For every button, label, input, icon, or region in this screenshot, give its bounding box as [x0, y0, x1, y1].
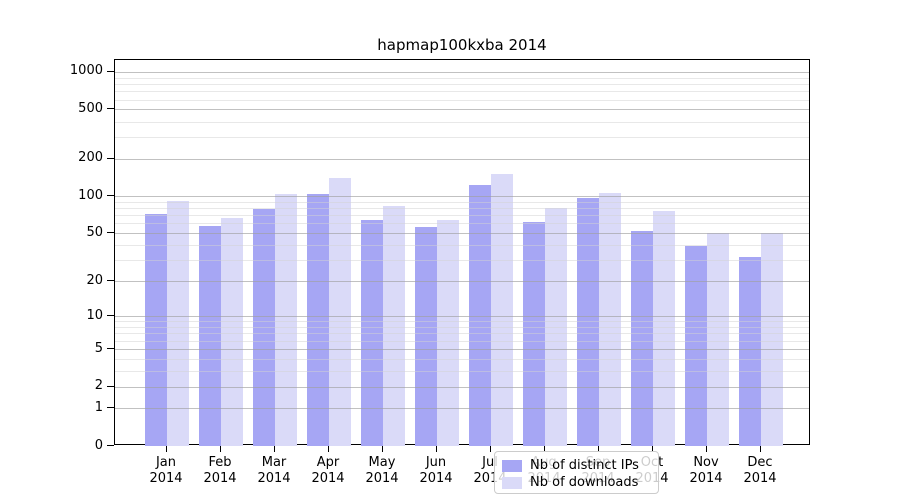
- legend-item-downloads: Nb of downloads: [502, 474, 650, 491]
- bar-distinct-ips: [361, 220, 383, 446]
- y-tick-mark: [107, 232, 114, 234]
- x-tick-label: Mar 2014: [257, 455, 291, 486]
- y-tick-mark: [107, 70, 114, 72]
- x-tick-mark: [490, 445, 491, 452]
- y-tick-label: 50: [86, 224, 103, 240]
- bar-downloads: [383, 206, 405, 446]
- bar-distinct-ips: [199, 226, 221, 446]
- legend-label-downloads: Nb of downloads: [530, 475, 639, 490]
- bar-distinct-ips: [523, 221, 545, 446]
- legend-label-distinct-ips: Nb of distinct IPs: [530, 458, 639, 473]
- bar-downloads: [599, 193, 621, 446]
- bar-distinct-ips: [253, 208, 275, 446]
- x-tick-mark: [652, 445, 653, 452]
- bar-downloads: [491, 174, 513, 446]
- legend-item-distinct-ips: Nb of distinct IPs: [502, 457, 650, 474]
- bar-distinct-ips: [145, 214, 167, 446]
- x-tick-mark: [382, 445, 383, 452]
- bar-downloads: [221, 218, 243, 446]
- y-tick-label: 500: [78, 100, 103, 116]
- bar-distinct-ips: [631, 231, 653, 446]
- x-tick-mark: [328, 445, 329, 452]
- y-tick-mark: [107, 157, 114, 159]
- y-tick-label: 10: [86, 307, 103, 323]
- bar-downloads: [329, 178, 351, 446]
- bar-downloads: [167, 201, 189, 446]
- bar-downloads: [437, 220, 459, 446]
- bar-downloads: [653, 210, 675, 446]
- bar-distinct-ips: [739, 256, 761, 446]
- x-tick-mark: [760, 445, 761, 452]
- legend-swatch-downloads: [502, 476, 522, 489]
- chart-title: hapmap100kxba 2014: [377, 36, 547, 54]
- y-tick-mark: [107, 445, 114, 446]
- y-tick-label: 5: [94, 340, 103, 356]
- x-tick-label: Jan 2014: [149, 455, 183, 486]
- y-tick-label: 1: [94, 399, 103, 415]
- y-tick-mark: [107, 280, 114, 282]
- y-tick-label: 200: [78, 150, 103, 166]
- x-tick-label: Feb 2014: [203, 455, 237, 486]
- x-tick-label: Nov 2014: [689, 455, 723, 486]
- plot-area: Nb of distinct IPs Nb of downloads: [114, 59, 810, 494]
- y-tick-mark: [107, 108, 114, 110]
- x-tick-label: Apr 2014: [311, 455, 345, 486]
- x-tick-mark: [166, 445, 167, 452]
- x-tick-label: Dec 2014: [743, 455, 777, 486]
- y-tick-label: 0: [94, 437, 103, 453]
- bar-downloads: [707, 233, 729, 446]
- bar-distinct-ips: [685, 246, 707, 446]
- bar-downloads: [545, 208, 567, 446]
- x-tick-mark: [598, 445, 599, 452]
- x-tick-mark: [220, 445, 221, 452]
- bar-distinct-ips: [415, 227, 437, 446]
- y-tick-mark: [107, 315, 114, 317]
- bars-layer: [115, 60, 809, 446]
- bar-downloads: [761, 233, 783, 446]
- x-tick-mark: [274, 445, 275, 452]
- x-tick-mark: [544, 445, 545, 452]
- y-tick-mark: [107, 195, 114, 197]
- bar-distinct-ips: [307, 193, 329, 446]
- y-tick-mark: [107, 407, 114, 409]
- x-tick-label: Jun 2014: [419, 455, 453, 486]
- x-tick-mark: [706, 445, 707, 452]
- y-tick-label: 20: [86, 272, 103, 288]
- bar-downloads: [275, 193, 297, 446]
- y-tick-label: 100: [78, 187, 103, 203]
- y-tick-mark: [107, 348, 114, 349]
- legend-swatch-distinct-ips: [502, 459, 522, 472]
- y-tick-mark: [107, 385, 114, 387]
- y-tick-label: 1000: [69, 63, 103, 79]
- legend: Nb of distinct IPs Nb of downloads: [494, 451, 659, 494]
- x-tick-label: May 2014: [365, 455, 399, 486]
- x-tick-mark: [436, 445, 437, 452]
- y-tick-label: 2: [94, 378, 103, 394]
- bar-distinct-ips: [577, 198, 599, 446]
- bar-distinct-ips: [469, 185, 491, 446]
